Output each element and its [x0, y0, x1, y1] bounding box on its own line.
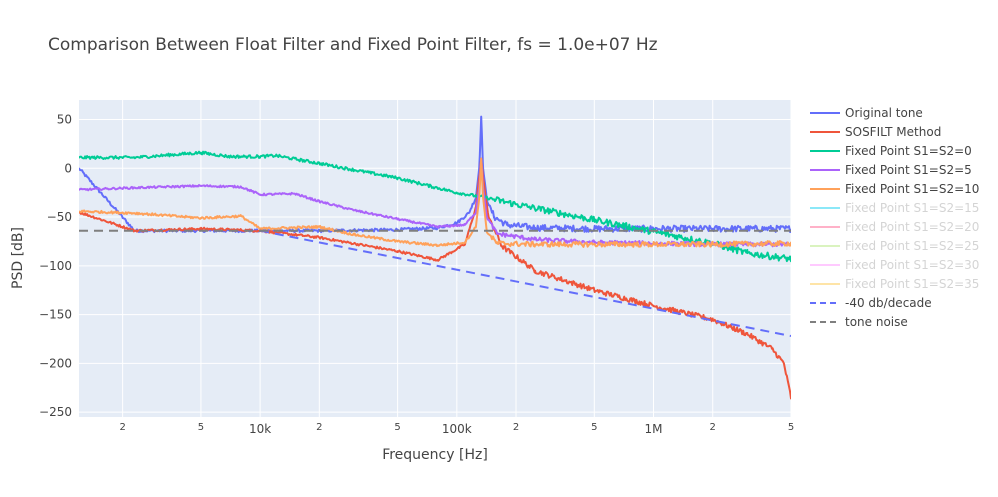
x-axis-title: Frequency [Hz]	[382, 447, 488, 463]
series-layer	[79, 115, 791, 400]
x-tick-minor-5: 5	[591, 422, 597, 433]
legend-label: tone noise	[845, 315, 908, 329]
x-tick-minor-2: 2	[316, 422, 322, 433]
y-tick-4: −150	[39, 308, 72, 322]
legend-item-tone-noise[interactable]: tone noise	[810, 315, 908, 329]
x-tick-minor-6: 2	[710, 422, 716, 433]
legend-item-sosfilt-method[interactable]: SOSFILT Method	[810, 125, 941, 139]
x-tick-minor-4: 2	[513, 422, 519, 433]
x-axis-ticks: 10k 100k 1M 2 5 2 5 2 5 2 5	[119, 422, 794, 436]
legend-label: Fixed Point S1=S2=30	[845, 258, 979, 272]
legend-label: Fixed Point S1=S2=15	[845, 201, 979, 215]
x-tick-major-2: 1M	[645, 422, 663, 436]
series-line-sosfilt-method	[79, 157, 791, 400]
legend-item-fixed-point-s1-s2-25[interactable]: Fixed Point S1=S2=25	[810, 239, 979, 253]
legend-item--40-db-decade[interactable]: -40 db/decade	[810, 296, 932, 310]
y-tick-0: 50	[57, 113, 72, 127]
legend-item-fixed-point-s1-s2-5[interactable]: Fixed Point S1=S2=5	[810, 163, 972, 177]
legend-item-original-tone[interactable]: Original tone	[810, 106, 923, 120]
y-tick-1: 0	[64, 161, 72, 175]
y-axis-ticks: 50 0 −50 −100 −150 −200 −250	[39, 113, 72, 420]
series-line--40-db-decade	[259, 229, 791, 337]
y-axis-title: PSD [dB]	[10, 227, 26, 289]
x-tick-major-0: 10k	[249, 422, 271, 436]
y-tick-2: −50	[47, 210, 72, 224]
legend-item-fixed-point-s1-s2-30[interactable]: Fixed Point S1=S2=30	[810, 258, 979, 272]
legend-label: Fixed Point S1=S2=35	[845, 277, 979, 291]
y-tick-5: −200	[39, 356, 72, 370]
legend-label: -40 db/decade	[845, 296, 932, 310]
legend-item-fixed-point-s1-s2-0[interactable]: Fixed Point S1=S2=0	[810, 144, 972, 158]
y-tick-3: −100	[39, 259, 72, 273]
legend-item-fixed-point-s1-s2-15[interactable]: Fixed Point S1=S2=15	[810, 201, 979, 215]
x-tick-minor-3: 5	[394, 422, 400, 433]
legend-label: Fixed Point S1=S2=5	[845, 163, 972, 177]
x-tick-minor-7: 5	[788, 422, 794, 433]
legend-item-fixed-point-s1-s2-10[interactable]: Fixed Point S1=S2=10	[810, 182, 979, 196]
legend-label: Original tone	[845, 106, 923, 120]
legend-label: Fixed Point S1=S2=0	[845, 144, 972, 158]
legend-label: Fixed Point S1=S2=25	[845, 239, 979, 253]
series-line-fixed-point-s1-s2-0	[79, 150, 791, 263]
x-tick-major-1: 100k	[442, 422, 472, 436]
legend-item-fixed-point-s1-s2-35[interactable]: Fixed Point S1=S2=35	[810, 277, 979, 291]
chart-title: Comparison Between Float Filter and Fixe…	[48, 35, 658, 55]
x-tick-minor-0: 2	[119, 422, 125, 433]
series-line-fixed-point-s1-s2-10	[79, 157, 791, 248]
legend-label: Fixed Point S1=S2=10	[845, 182, 979, 196]
legend-label: SOSFILT Method	[845, 125, 941, 139]
y-tick-6: −250	[39, 405, 72, 419]
legend-label: Fixed Point S1=S2=20	[845, 220, 979, 234]
x-tick-minor-1: 5	[198, 422, 204, 433]
legend: Original tone SOSFILT Method Fixed Point S…	[810, 106, 979, 329]
legend-item-fixed-point-s1-s2-20[interactable]: Fixed Point S1=S2=20	[810, 220, 979, 234]
